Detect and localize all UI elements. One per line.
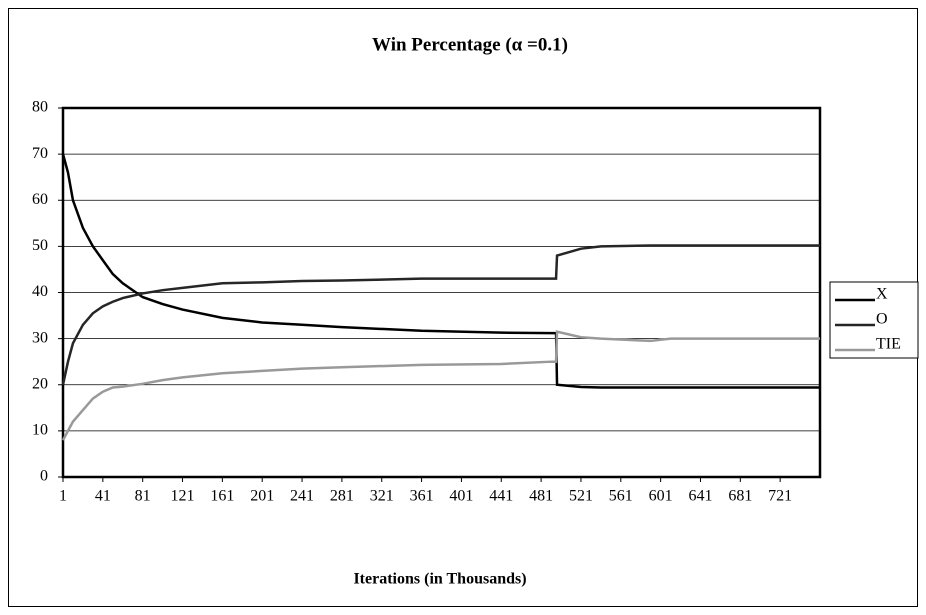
y-tick-label: 60 xyxy=(32,191,48,208)
x-tick-label: 481 xyxy=(529,488,553,505)
x-tick-label: 321 xyxy=(370,488,394,505)
y-tick-label: 70 xyxy=(32,145,48,162)
x-tick-label: 641 xyxy=(688,488,712,505)
y-tick-label: 0 xyxy=(40,468,48,485)
x-tick-label: 441 xyxy=(489,488,513,505)
x-tick-label: 121 xyxy=(171,488,195,505)
x-tick-label: 681 xyxy=(728,488,752,505)
legend-label: TIE xyxy=(876,336,901,353)
plot-area xyxy=(61,106,822,479)
x-tick-label: 201 xyxy=(250,488,274,505)
legend-label: X xyxy=(876,286,888,303)
x-tick-label: 401 xyxy=(449,488,473,505)
y-tick-label: 30 xyxy=(32,329,48,346)
series-line xyxy=(61,153,820,389)
chart-title: Win Percentage (α =0.1) xyxy=(372,34,568,55)
x-tick-label: 361 xyxy=(410,488,434,505)
x-tick-label: 561 xyxy=(609,488,633,505)
y-tick-label: 20 xyxy=(32,375,48,392)
x-tick-label: 81 xyxy=(135,488,151,505)
legend-label: O xyxy=(876,311,888,328)
x-tick-label: 241 xyxy=(290,488,314,505)
x-tick-label: 521 xyxy=(569,488,593,505)
chart-frame xyxy=(8,8,918,607)
x-tick-label: 161 xyxy=(210,488,234,505)
x-tick-label: 1 xyxy=(59,488,67,505)
y-tick-label: 50 xyxy=(32,237,48,254)
x-tick-label: 41 xyxy=(95,488,111,505)
x-tick-label: 281 xyxy=(330,488,354,505)
x-axis-label: Iterations (in Thousands) xyxy=(353,571,526,588)
y-tick-label: 40 xyxy=(32,283,48,300)
series-line xyxy=(61,244,820,386)
x-tick-label: 721 xyxy=(768,488,792,505)
series-line xyxy=(61,330,820,441)
y-tick-label: 10 xyxy=(32,422,48,439)
y-tick-label: 80 xyxy=(32,99,48,116)
x-tick-label: 601 xyxy=(649,488,673,505)
legend-box xyxy=(829,281,919,359)
